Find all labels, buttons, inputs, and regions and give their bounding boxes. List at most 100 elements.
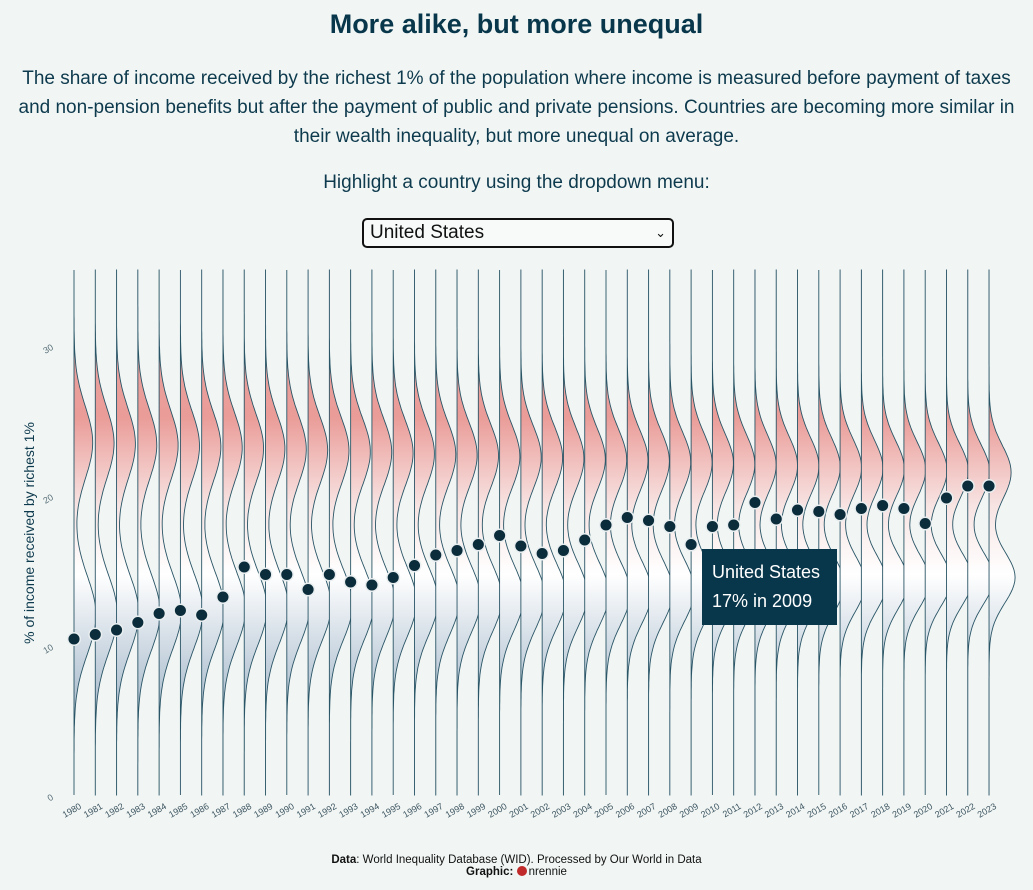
y-axis: % of income received by richest 1% (21, 422, 37, 644)
x-tick-label: 1998 (444, 801, 466, 820)
data-point[interactable] (109, 622, 124, 638)
x-tick-label: 2004 (571, 801, 593, 820)
density-ridge (946, 269, 973, 796)
y-tick-label: 10 (41, 642, 55, 656)
caption-author: nrennie (528, 866, 567, 878)
x-tick-label: 2000 (486, 801, 508, 820)
data-point[interactable] (513, 538, 528, 554)
y-axis-label: % of income received by richest 1% (21, 422, 37, 644)
data-point[interactable] (407, 558, 422, 573)
data-point[interactable] (854, 501, 869, 516)
data-point[interactable] (705, 519, 720, 534)
x-tick-label: 2012 (742, 801, 764, 820)
x-tick-label: 2014 (784, 801, 806, 820)
density-ridge (73, 270, 97, 795)
data-point[interactable] (598, 517, 614, 533)
x-tick-label: 1996 (401, 801, 423, 820)
data-point[interactable] (194, 607, 209, 623)
data-point[interactable] (620, 510, 635, 525)
country-dropdown[interactable]: United States ⌄ (362, 218, 674, 248)
x-tick-label: 1990 (273, 801, 295, 820)
x-tick-label: 1997 (422, 801, 444, 820)
data-point[interactable] (386, 570, 401, 585)
x-tick-label: 2002 (529, 801, 551, 820)
dropdown-prompt: Highlight a country using the dropdown m… (323, 172, 710, 193)
data-point[interactable] (981, 478, 997, 494)
data-point[interactable] (301, 582, 316, 597)
x-tick-label: 1984 (146, 801, 168, 820)
density-ridge (243, 269, 268, 796)
density-ridge (903, 269, 931, 796)
x-tick-label: 2019 (891, 801, 913, 820)
x-tick-label: 2020 (912, 801, 934, 820)
x-tick-label: 1992 (316, 801, 338, 820)
data-point[interactable] (896, 501, 911, 516)
data-point[interactable] (811, 504, 826, 519)
x-tick-label: 2003 (550, 801, 572, 820)
data-point[interactable] (833, 507, 848, 522)
data-point[interactable] (215, 589, 231, 605)
density-ridge (690, 269, 717, 796)
x-tick-label: 2016 (827, 801, 849, 820)
data-point[interactable] (237, 559, 252, 575)
data-point[interactable] (939, 490, 954, 506)
data-point[interactable] (790, 502, 805, 518)
data-point[interactable] (662, 519, 677, 534)
x-tick-label: 1989 (252, 801, 274, 820)
data-point[interactable] (88, 627, 103, 642)
tooltip: United States 17% in 2009 (702, 549, 837, 625)
x-tick-label: 1995 (380, 801, 402, 820)
ridgeline-chart: % of income received by richest 1% 0 10 20… (21, 269, 1016, 820)
data-point[interactable] (449, 543, 465, 558)
data-point[interactable] (577, 532, 592, 548)
density-ridge (605, 270, 631, 795)
data-point[interactable] (747, 495, 763, 510)
density-ridge (158, 269, 182, 796)
x-tick-label: 1980 (61, 801, 83, 820)
data-point[interactable] (726, 517, 741, 533)
data-point[interactable] (322, 567, 337, 582)
x-tick-label: 2001 (508, 801, 530, 820)
data-point[interactable] (471, 537, 486, 552)
caption-data-text: : World Inequality Database (WID). Proce… (356, 854, 702, 866)
data-point[interactable] (875, 498, 890, 513)
x-tick-label: 2018 (869, 801, 891, 820)
data-point[interactable] (684, 537, 699, 552)
data-point[interactable] (66, 631, 82, 647)
data-point[interactable] (428, 547, 443, 563)
x-tick-label: 1982 (103, 801, 125, 820)
chart-title: More alike, but more unequal (329, 9, 704, 39)
data-point[interactable] (173, 603, 188, 618)
data-point[interactable] (279, 567, 294, 582)
data-point[interactable] (152, 606, 167, 621)
data-point[interactable] (535, 546, 550, 561)
density-ridge (520, 269, 546, 796)
data-point[interactable] (364, 577, 379, 593)
data-point[interactable] (641, 513, 656, 528)
data-point[interactable] (960, 478, 975, 494)
data-point[interactable] (343, 574, 358, 590)
density-ridge (137, 269, 161, 796)
x-tick-label: 1999 (465, 801, 487, 820)
density-ridge (286, 270, 311, 795)
density-ridge (818, 270, 845, 795)
density-ridge (882, 269, 909, 796)
density-ridge (754, 269, 781, 796)
density-ridge (392, 270, 418, 795)
density-ridge (626, 269, 653, 796)
density-ridge (414, 269, 439, 796)
data-point[interactable] (918, 516, 933, 531)
data-point[interactable] (492, 528, 507, 543)
density-ridge (584, 269, 610, 796)
data-point[interactable] (130, 615, 145, 630)
y-tick-label: 20 (41, 492, 55, 506)
data-point[interactable] (556, 543, 571, 558)
x-tick-label: 2021 (933, 801, 955, 820)
data-point[interactable] (769, 511, 784, 527)
chevron-down-icon: ⌄ (655, 225, 666, 240)
density-ridge (562, 269, 589, 796)
density-ridge (860, 269, 888, 796)
data-point[interactable] (258, 567, 273, 582)
x-tick-label: 1985 (167, 801, 189, 820)
data-points (66, 478, 997, 647)
